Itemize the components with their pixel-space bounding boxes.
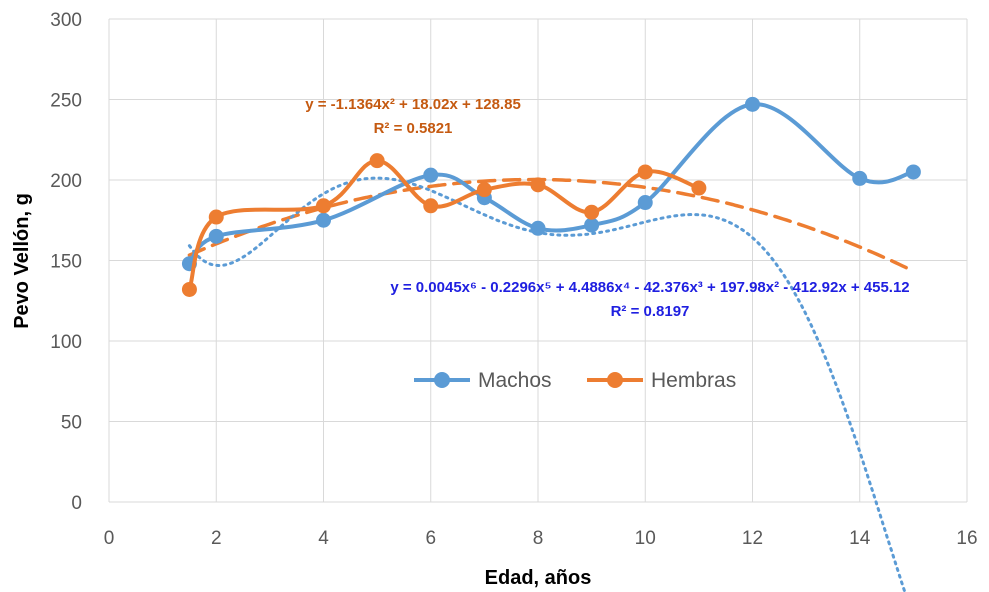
y-tick-label: 250 <box>50 91 82 112</box>
data-point-machos <box>530 220 546 236</box>
x-axis-title: Edad, años <box>485 567 592 589</box>
y-tick-label: 0 <box>71 493 82 514</box>
legend-marker-machos <box>434 372 450 388</box>
data-point-machos <box>905 164 921 180</box>
series-line-machos <box>187 102 914 266</box>
trendlines <box>187 176 916 592</box>
data-point-hembras <box>530 177 546 193</box>
legend-item-hembras: Hembras <box>587 369 736 392</box>
y-tick-label: 200 <box>50 171 82 192</box>
data-point-hembras <box>369 153 385 169</box>
x-tick-label: 6 <box>425 528 436 549</box>
hembras-trend-r2: R² = 0.5821 <box>374 120 453 137</box>
machos-trend-equation: y = 0.0045x⁶ - 0.2296x⁵ + 4.4886x⁴ - 42.… <box>390 279 909 296</box>
trendline-hembras <box>187 177 916 273</box>
data-point-hembras <box>691 180 707 196</box>
data-point-hembras <box>423 198 439 214</box>
data-point-machos <box>745 96 760 112</box>
hembras-trend-equation: y = -1.1364x² + 18.02x + 128.85 <box>305 96 521 113</box>
data-point-hembras <box>476 182 492 198</box>
x-tick-label: 2 <box>211 528 222 549</box>
tick-labels: 0 50 100 150 200 250 300 0 2 4 6 8 10 12 14 16 <box>50 10 977 549</box>
data-point-hembras <box>637 164 653 180</box>
legend-item-machos: Machos <box>414 369 552 392</box>
trendline-machos <box>187 176 907 592</box>
data-point-machos <box>208 228 224 244</box>
data-point-hembras <box>316 198 331 214</box>
y-axis-title: Pevo Vellón, g <box>11 193 33 329</box>
data-point-machos <box>584 217 600 233</box>
legend: Machos Hembras <box>414 369 736 392</box>
y-tick-label: 300 <box>50 10 82 31</box>
x-tick-label: 10 <box>635 528 656 549</box>
x-tick-label: 16 <box>956 528 977 549</box>
data-point-machos <box>423 167 439 183</box>
x-tick-label: 14 <box>849 528 871 549</box>
data-point-hembras <box>181 281 197 297</box>
data-point-hembras <box>208 209 224 225</box>
data-point-hembras <box>584 204 600 220</box>
legend-label-hembras: Hembras <box>651 369 736 392</box>
legend-label-machos: Machos <box>478 369 552 392</box>
y-tick-label: 150 <box>50 252 82 273</box>
machos-trend-r2: R² = 0.8197 <box>611 303 690 320</box>
data-point-machos <box>316 212 331 228</box>
data-point-machos <box>637 195 653 211</box>
y-tick-label: 100 <box>50 332 82 353</box>
y-tick-label: 50 <box>61 413 82 434</box>
data-point-machos <box>852 170 868 186</box>
x-tick-label: 4 <box>318 528 329 549</box>
series <box>181 96 921 297</box>
legend-marker-hembras <box>607 372 623 388</box>
x-tick-label: 8 <box>533 528 544 549</box>
x-tick-label: 12 <box>742 528 763 549</box>
x-tick-label: 0 <box>104 528 115 549</box>
